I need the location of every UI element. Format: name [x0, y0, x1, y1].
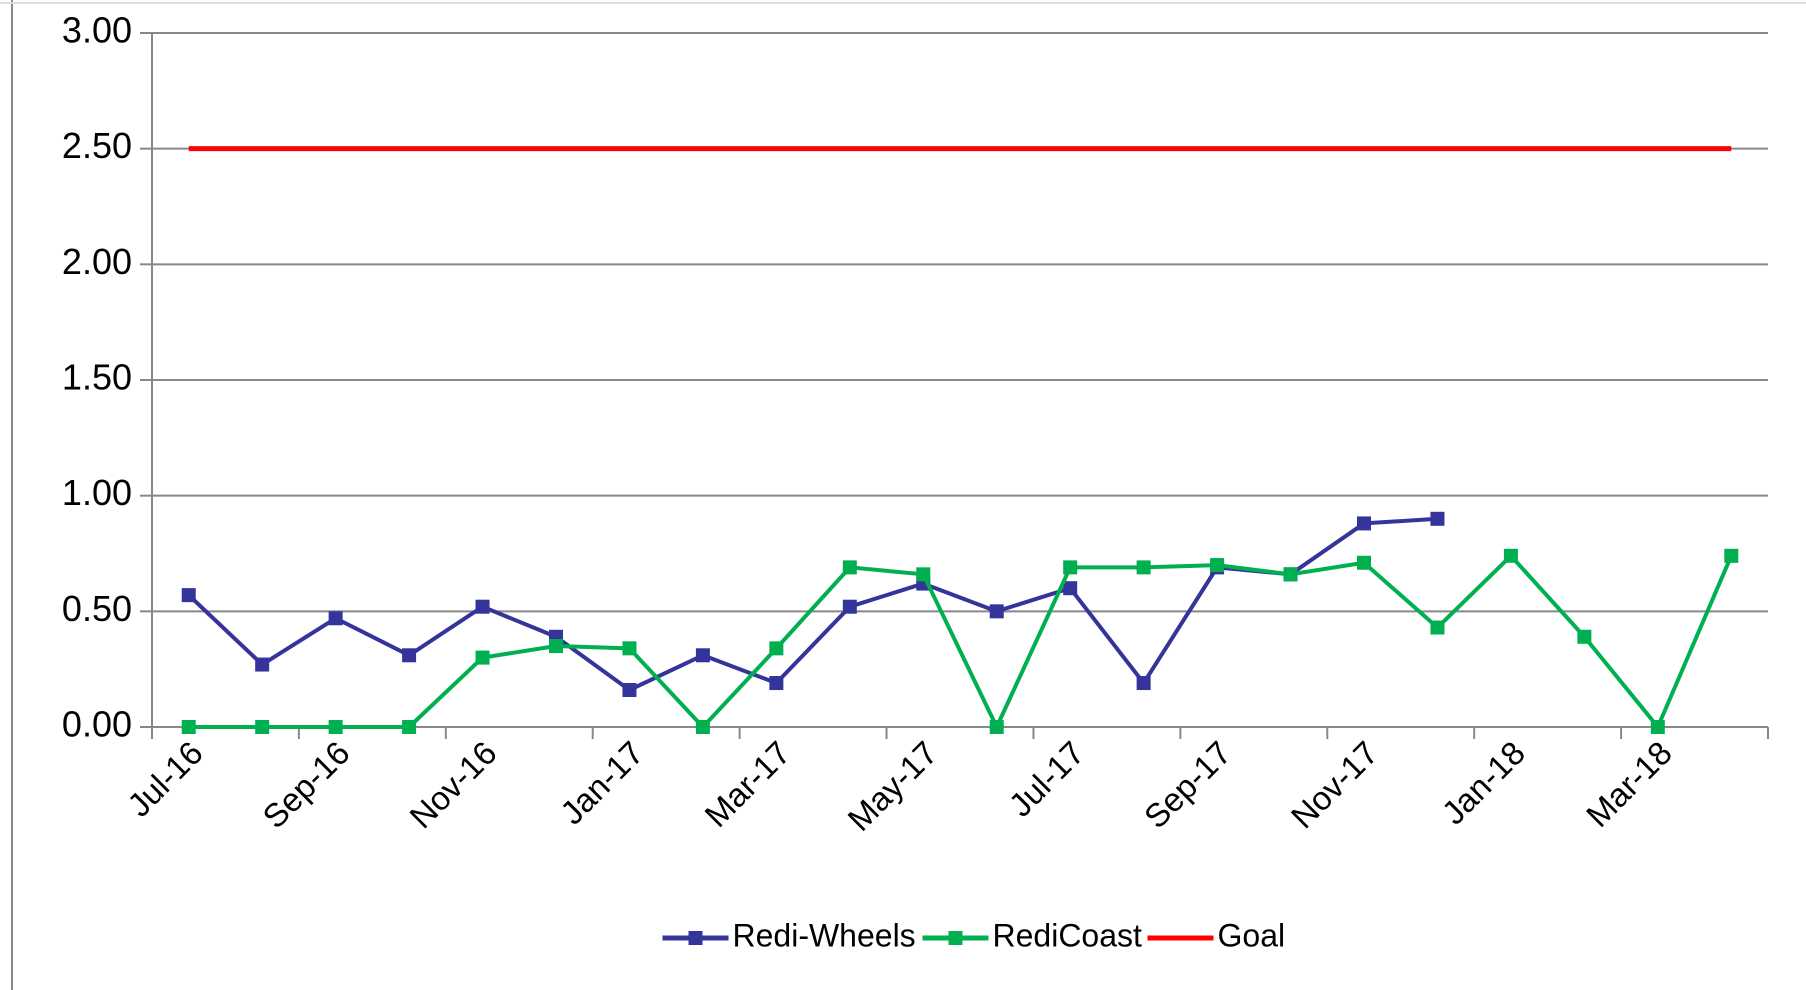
- y-tick-label: 0.50: [62, 588, 132, 629]
- data-point: [475, 599, 490, 614]
- data-point: [1357, 555, 1371, 570]
- data-point: [842, 599, 857, 614]
- data-point: [1724, 548, 1739, 563]
- y-tick-label: 1.50: [62, 357, 132, 398]
- data-point: [402, 720, 417, 734]
- legend-marker: [948, 931, 963, 945]
- legend-label: RediCoast: [993, 917, 1143, 953]
- x-tick-label: Jan-18: [1435, 734, 1533, 832]
- x-tick-label: Mar-18: [1579, 734, 1679, 834]
- data-point: [475, 650, 490, 665]
- data-point: [695, 720, 710, 734]
- data-point: [916, 567, 931, 582]
- data-point: [1357, 516, 1371, 531]
- data-point: [1210, 558, 1225, 573]
- data-point: [1430, 511, 1445, 526]
- data-point: [255, 720, 270, 734]
- y-tick-label: 2.00: [62, 241, 132, 282]
- data-point: [1136, 560, 1151, 575]
- series-line: [188, 553, 1734, 729]
- data-point: [181, 588, 196, 603]
- data-point: [328, 720, 343, 734]
- data-point: [549, 639, 563, 654]
- y-tick-label: 2.50: [62, 125, 132, 166]
- data-point: [181, 720, 196, 734]
- data-point: [622, 682, 637, 697]
- x-tick-label: Mar-17: [697, 734, 797, 834]
- data-point: [695, 648, 710, 663]
- data-point: [769, 641, 784, 656]
- x-tick-label: Jul-17: [1002, 734, 1092, 824]
- data-point: [402, 648, 417, 663]
- y-tick-label: 1.00: [62, 472, 132, 513]
- data-point: [1650, 720, 1665, 734]
- data-point: [989, 604, 1004, 619]
- data-point: [1577, 629, 1592, 644]
- x-tick-label: Jan-17: [553, 734, 651, 832]
- data-point: [1063, 560, 1078, 575]
- y-tick-label: 0.00: [62, 704, 132, 745]
- data-point: [622, 641, 637, 656]
- legend-item: RediCoast: [922, 917, 1143, 953]
- legend-item: Goal: [1147, 917, 1286, 953]
- data-point: [1283, 567, 1298, 582]
- x-tick-label: May-17: [840, 734, 944, 838]
- data-point: [328, 611, 343, 626]
- legend-label: Redi-Wheels: [733, 917, 916, 953]
- data-point: [1503, 548, 1518, 563]
- x-tick-label: Nov-17: [1284, 734, 1385, 835]
- data-point: [989, 720, 1004, 734]
- legend-marker: [688, 931, 703, 945]
- data-point: [255, 657, 270, 672]
- y-tick-label: 3.00: [62, 10, 132, 51]
- data-point: [769, 676, 784, 691]
- data-point: [1136, 676, 1151, 691]
- data-point: [1063, 581, 1078, 596]
- x-tick-label: Jul-16: [120, 734, 210, 824]
- legend-label: Goal: [1218, 917, 1286, 953]
- legend-item: Redi-Wheels: [662, 917, 916, 953]
- x-tick-label: Sep-17: [1137, 734, 1238, 835]
- series-line: [187, 516, 1438, 692]
- x-tick-label: Nov-16: [402, 734, 503, 835]
- data-point: [1430, 620, 1445, 635]
- x-tick-label: Sep-16: [255, 734, 356, 835]
- data-point: [842, 560, 857, 575]
